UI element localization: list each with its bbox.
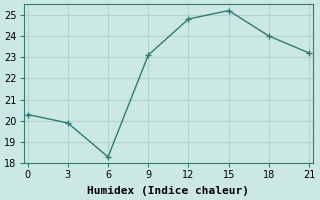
X-axis label: Humidex (Indice chaleur): Humidex (Indice chaleur) — [87, 186, 249, 196]
